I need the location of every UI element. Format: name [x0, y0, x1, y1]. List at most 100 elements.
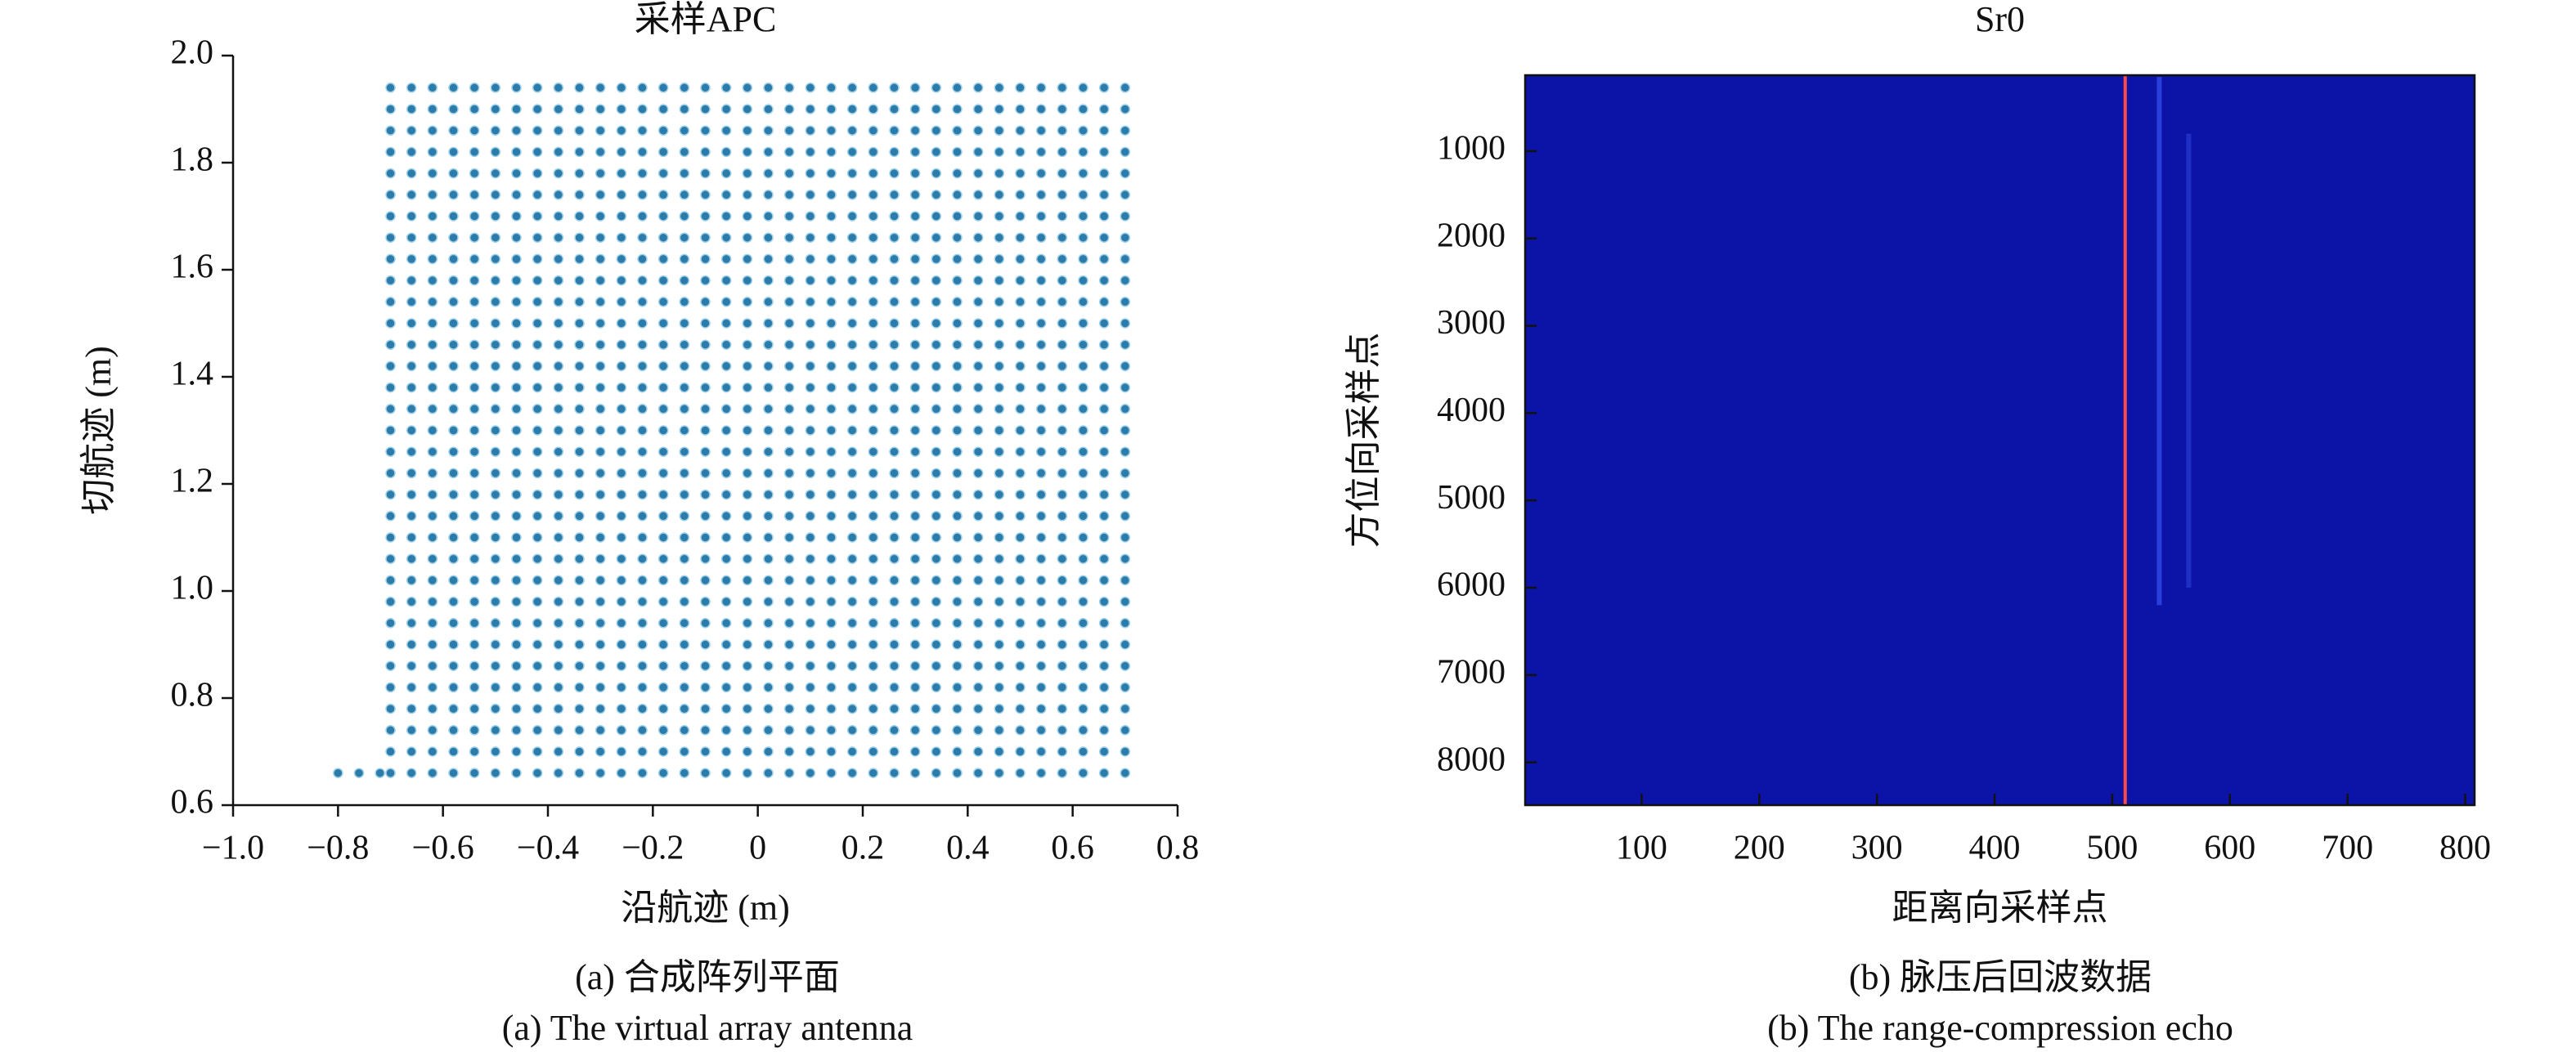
- scatter-point: [720, 104, 732, 114]
- scatter-point: [1078, 146, 1088, 158]
- scatter-point: [742, 382, 753, 393]
- scatter-point: [532, 425, 543, 436]
- scatter-point: [1120, 639, 1131, 650]
- scatter-point: [1057, 618, 1068, 629]
- scatter-point: [1120, 382, 1131, 393]
- scatter-point: [909, 125, 921, 136]
- scatter-point: [532, 532, 543, 543]
- scatter-point: [1120, 425, 1131, 436]
- scatter-point: [1035, 232, 1047, 243]
- scatter-point: [385, 360, 396, 372]
- scatter-point: [532, 382, 543, 393]
- scatter-point: [1035, 532, 1047, 543]
- scatter-point: [637, 596, 648, 607]
- scatter-point: [868, 190, 879, 200]
- scatter-point: [427, 468, 438, 479]
- scatter-point: [1057, 575, 1068, 586]
- scatter-point: [1098, 125, 1110, 136]
- scatter-point: [637, 125, 648, 136]
- scatter-point: [1120, 768, 1131, 778]
- scatter-point: [889, 425, 900, 436]
- scatter-point: [742, 297, 753, 307]
- y-tick-label: 1.4: [171, 356, 214, 393]
- scatter-point: [595, 532, 606, 543]
- scatter-point: [805, 575, 816, 586]
- scatter-point: [469, 489, 480, 500]
- scatter-point: [406, 211, 417, 222]
- scatter-point: [846, 297, 858, 307]
- scatter-point: [532, 660, 543, 671]
- scatter-point: [1035, 168, 1047, 179]
- scatter-point: [783, 104, 795, 114]
- scatter-point: [972, 318, 984, 329]
- scatter-point: [783, 703, 795, 714]
- scatter-point: [1015, 660, 1025, 671]
- scatter-point: [720, 532, 732, 543]
- scatter-point: [1078, 575, 1088, 586]
- scatter-point: [952, 746, 963, 757]
- scatter-point: [1015, 211, 1025, 222]
- scatter-point: [616, 468, 627, 479]
- scatter-point: [889, 232, 900, 243]
- scatter-point: [952, 275, 963, 286]
- scatter-point: [406, 382, 417, 393]
- scatter-point: [1057, 425, 1068, 436]
- scatter-point: [574, 190, 585, 200]
- y-tick-label: 1.0: [171, 570, 214, 607]
- scatter-point: [448, 232, 459, 243]
- scatter-point: [846, 360, 858, 372]
- scatter-point: [469, 746, 480, 757]
- scatter-point: [931, 768, 942, 778]
- scatter-point: [720, 511, 732, 522]
- scatter-point: [595, 339, 606, 350]
- scatter-point: [574, 253, 585, 265]
- scatter-point: [805, 511, 816, 522]
- scatter-point: [1035, 318, 1047, 329]
- scatter-point: [469, 660, 480, 671]
- scatter-point: [490, 318, 501, 329]
- x-tick-label: 700: [2322, 830, 2373, 867]
- scatter-point: [720, 125, 732, 136]
- scatter-point: [783, 125, 795, 136]
- scatter-point: [448, 190, 459, 200]
- scatter-point: [1035, 468, 1047, 479]
- scatter-point: [532, 682, 543, 693]
- scatter-point: [679, 339, 690, 350]
- scatter-point: [511, 360, 522, 372]
- scatter-point: [868, 703, 879, 714]
- scatter-point: [448, 596, 459, 607]
- scatter-point: [1078, 253, 1088, 265]
- scatter-point: [931, 146, 942, 158]
- scatter-point: [868, 746, 879, 757]
- scatter-point: [532, 275, 543, 286]
- scatter-point: [909, 104, 921, 114]
- scatter-point: [994, 725, 1005, 736]
- scatter-point: [427, 168, 438, 179]
- scatter-point: [1078, 746, 1088, 757]
- scatter-point: [385, 382, 396, 393]
- scatter-point: [952, 104, 963, 114]
- scatter-point: [1078, 596, 1088, 607]
- scatter-point: [994, 339, 1005, 350]
- scatter-point: [826, 425, 837, 436]
- scatter-point: [532, 339, 543, 350]
- scatter-point: [931, 404, 942, 414]
- scatter-point: [909, 275, 921, 286]
- scatter-point: [469, 446, 480, 457]
- scatter-point: [385, 553, 396, 564]
- scatter-point: [427, 725, 438, 736]
- scatter-point: [783, 425, 795, 436]
- scatter-point: [1078, 532, 1088, 543]
- scatter-point: [1015, 746, 1025, 757]
- scatter-point: [1015, 168, 1025, 179]
- scatter-point: [889, 660, 900, 671]
- scatter-point: [532, 768, 543, 778]
- scatter-point: [679, 768, 690, 778]
- scatter-point: [1120, 682, 1131, 693]
- scatter-point: [657, 725, 669, 736]
- scatter-point: [846, 532, 858, 543]
- scatter-point: [763, 339, 774, 350]
- x-tick-label: 200: [1734, 830, 1785, 867]
- scatter-point: [868, 146, 879, 158]
